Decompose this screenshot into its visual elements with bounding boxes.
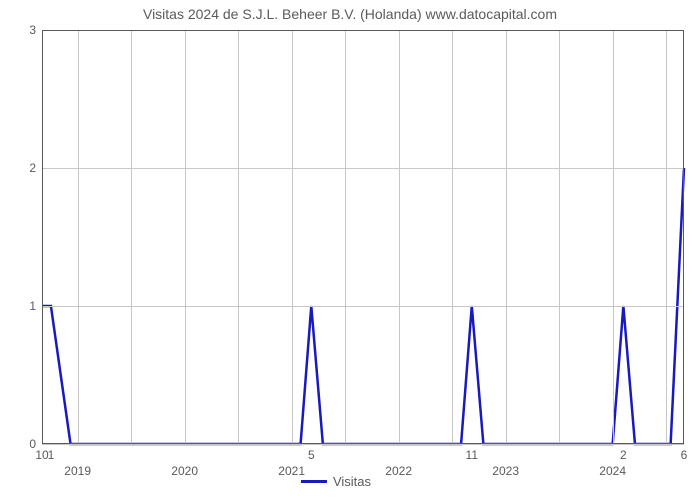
data-point-label: 2 (620, 448, 627, 462)
x-tick-label: 2023 (492, 464, 519, 478)
y-tick-label: 1 (29, 299, 36, 313)
x-tick-label: 2019 (64, 464, 91, 478)
data-point-label: 5 (308, 448, 315, 462)
data-point-label: 1 (48, 448, 55, 462)
legend-label: Visitas (333, 474, 371, 489)
chart-title: Visitas 2024 de S.J.L. Beheer B.V. (Hola… (0, 6, 700, 22)
plot-area: 012320192020202120222023202410151126 (42, 30, 684, 444)
y-tick-label: 3 (29, 23, 36, 37)
y-tick-label: 2 (29, 161, 36, 175)
grid-line-horizontal (42, 444, 684, 445)
data-point-label: 11 (466, 448, 478, 462)
x-tick-label: 2020 (171, 464, 198, 478)
x-tick-label: 2022 (385, 464, 412, 478)
data-point-label: 6 (681, 448, 688, 462)
axis-border (42, 30, 684, 444)
x-tick-label: 2024 (599, 464, 626, 478)
legend: Visitas (301, 474, 371, 489)
chart-container: Visitas 2024 de S.J.L. Beheer B.V. (Hola… (0, 0, 700, 500)
legend-swatch (301, 480, 327, 483)
